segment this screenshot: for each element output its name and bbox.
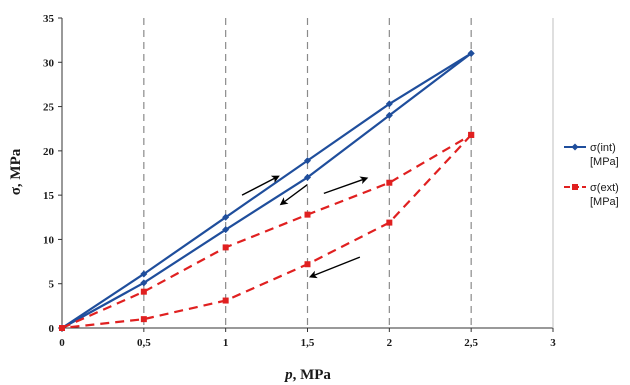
series-0-unloading-point — [140, 279, 148, 287]
y-tick-label: 20 — [43, 146, 55, 158]
series-0-unloading-line — [61, 52, 472, 329]
x-tick-label: 3 — [550, 337, 556, 349]
legend-item-1: σ(ext) [MPa] — [564, 182, 619, 208]
series-1-unloading-point — [140, 316, 147, 323]
x-axis-title-unit: , MPa — [293, 367, 332, 383]
series-0-unloading-point — [385, 111, 393, 119]
direction-arrow-1 — [279, 183, 308, 206]
legend-label: σ(ext) — [590, 182, 619, 194]
series-1-loading-point — [222, 244, 229, 251]
series-0-unloading-point — [467, 49, 475, 57]
legend-label: σ(int) — [590, 142, 616, 154]
series-1-loading-point — [304, 211, 311, 218]
series-1-unloading-line — [61, 134, 472, 330]
y-tick-label: 35 — [43, 13, 55, 25]
series-0-unloading-point — [304, 173, 311, 181]
legend-item-0: σ(int) [MPa] — [564, 142, 619, 168]
y-tick-label: 5 — [49, 279, 55, 291]
series-0-unloading-point — [222, 226, 230, 234]
axes — [58, 17, 554, 332]
series-0-loading-point — [385, 100, 393, 108]
legend: σ(int) [MPa] σ(ext) [MPa] — [564, 142, 619, 208]
series-0-loading-point — [304, 157, 311, 165]
x-axis-title-variable: p — [283, 367, 293, 383]
legend-swatch-marker — [572, 184, 578, 190]
legend-label-unit: [MPa] — [590, 196, 619, 208]
x-tick-label: 1,5 — [301, 337, 315, 349]
series-1-unloading-point — [304, 261, 311, 268]
y-tick-label: 10 — [43, 234, 55, 246]
series-1-loading-line — [61, 133, 472, 330]
series-1-unloading-point — [386, 219, 393, 226]
series-1-loading-point — [386, 179, 393, 186]
direction-arrow-3 — [308, 256, 361, 279]
y-tick-label: 0 — [49, 323, 55, 335]
series-1-unloading-point — [468, 131, 475, 138]
direction-arrow-2 — [323, 176, 369, 195]
y-tick-label: 25 — [43, 102, 55, 114]
y-tick-label: 30 — [43, 57, 55, 69]
series-1 — [59, 131, 475, 331]
direction-arrow-0 — [241, 175, 280, 196]
series-1-unloading-point — [59, 325, 65, 331]
series-group — [58, 49, 475, 332]
series-0-loading-point — [222, 213, 230, 221]
series-0-loading-line — [61, 52, 472, 329]
series-0-loading-point — [140, 270, 148, 278]
tick-labels: 0 5 10 15 20 25 30 35 0 0,5 1 1,5 2 2,5 3 — [43, 13, 556, 349]
legend-swatch-marker — [571, 143, 579, 151]
series-1-unloading-point — [222, 297, 229, 304]
grid — [143, 18, 472, 328]
x-tick-label: 2,5 — [464, 337, 478, 349]
x-tick-label: 2 — [387, 337, 393, 349]
y-axis-title: σ, MPa — [8, 148, 24, 195]
series-1-loading-point — [140, 288, 147, 295]
x-tick-label: 1 — [223, 337, 229, 349]
series-0 — [58, 49, 475, 332]
annotations — [241, 175, 369, 279]
legend-label-unit: [MPa] — [590, 156, 619, 168]
x-axis-title: p, MPa — [283, 367, 331, 383]
x-tick-label: 0 — [59, 337, 65, 349]
x-tick-label: 0,5 — [137, 337, 151, 349]
y-tick-label: 15 — [43, 190, 55, 202]
